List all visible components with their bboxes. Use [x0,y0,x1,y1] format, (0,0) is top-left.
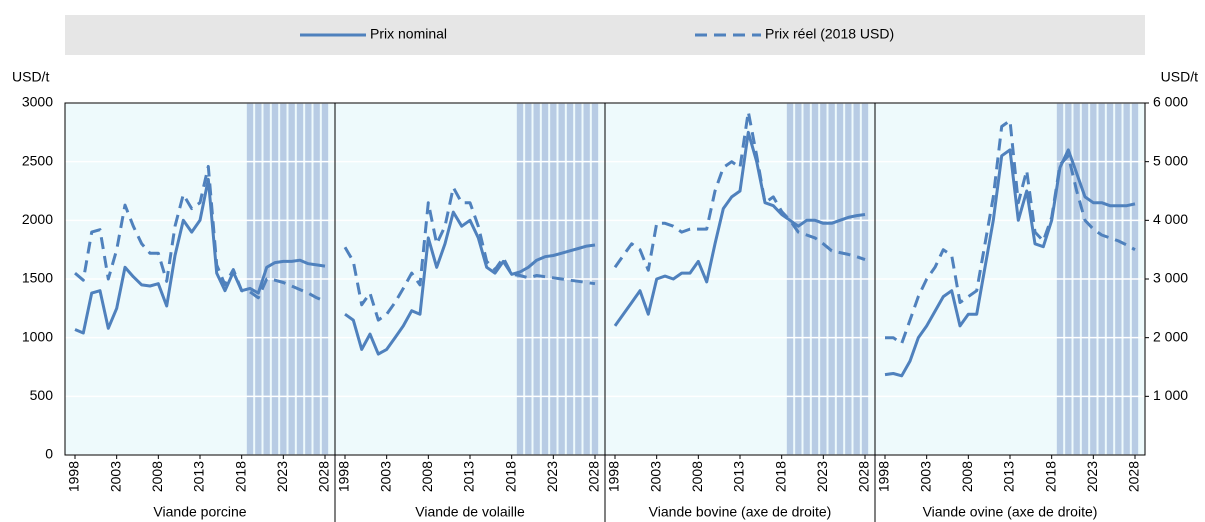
panel-label: Viande bovine (axe de droite) [649,504,832,520]
y2-tick-label: 6 000 [1153,94,1188,110]
x-tick-label: 1998 [876,461,892,492]
x-tick-label: 2023 [274,461,290,492]
y2-tick-label: 3 000 [1153,270,1188,286]
x-tick-label: 1998 [606,461,622,492]
legend-label: Prix réel (2018 USD) [765,26,894,42]
legend-box [65,15,1145,55]
series-line [74,164,326,303]
series-line [74,177,326,335]
panel-label: Viande ovine (axe de droite) [923,504,1098,520]
x-tick-label: 2008 [419,461,435,492]
x-tick-label: 2023 [1084,461,1100,492]
x-tick-label: 2028 [316,461,332,492]
x-tick-label: 2008 [149,461,165,492]
y-tick-label: 2000 [22,211,53,227]
x-tick-label: 2013 [191,461,207,492]
y2-tick-label: 4 000 [1153,211,1188,227]
x-tick-label: 2028 [1126,461,1142,492]
x-tick-label: 2018 [502,461,518,492]
y-tick-label: 3000 [22,94,53,110]
x-tick-label: 2008 [959,461,975,492]
x-tick-label: 2018 [1042,461,1058,492]
y-axis-label: USD/t [12,69,49,85]
panel-label: Viande de volaille [415,504,525,520]
x-tick-label: 2003 [917,461,933,492]
x-tick-label: 2023 [814,461,830,492]
series-line [613,130,866,327]
series-line [885,119,1136,345]
y2-tick-label: 1 000 [1153,387,1188,403]
y-tick-label: 0 [45,446,53,462]
x-tick-label: 2018 [772,461,788,492]
legend-label: Prix nominal [370,26,447,42]
series-line [343,186,596,322]
x-tick-label: 2003 [647,461,663,492]
series-line [344,210,596,356]
x-tick-label: 2003 [377,461,393,492]
x-tick-label: 1998 [66,461,82,492]
y-tick-label: 2500 [22,152,53,168]
x-tick-label: 2003 [107,461,123,492]
y-tick-label: 1000 [22,328,53,344]
x-tick-label: 2008 [689,461,705,492]
series-line [884,148,1136,378]
y-tick-label: 1500 [22,270,53,286]
panel-label: Viande porcine [153,504,246,520]
x-tick-label: 2013 [731,461,747,492]
x-tick-label: 2013 [1001,461,1017,492]
x-tick-label: 2028 [856,461,872,492]
x-tick-label: 2023 [544,461,560,492]
x-tick-label: 1998 [336,461,352,492]
x-tick-label: 2013 [461,461,477,492]
y-tick-label: 500 [30,387,54,403]
y2-axis-label: USD/t [1161,69,1198,85]
x-tick-label: 2018 [232,461,248,492]
y2-tick-label: 5 000 [1153,152,1188,168]
series-line [613,110,866,272]
x-tick-label: 2028 [586,461,602,492]
y2-tick-label: 2 000 [1153,328,1188,344]
